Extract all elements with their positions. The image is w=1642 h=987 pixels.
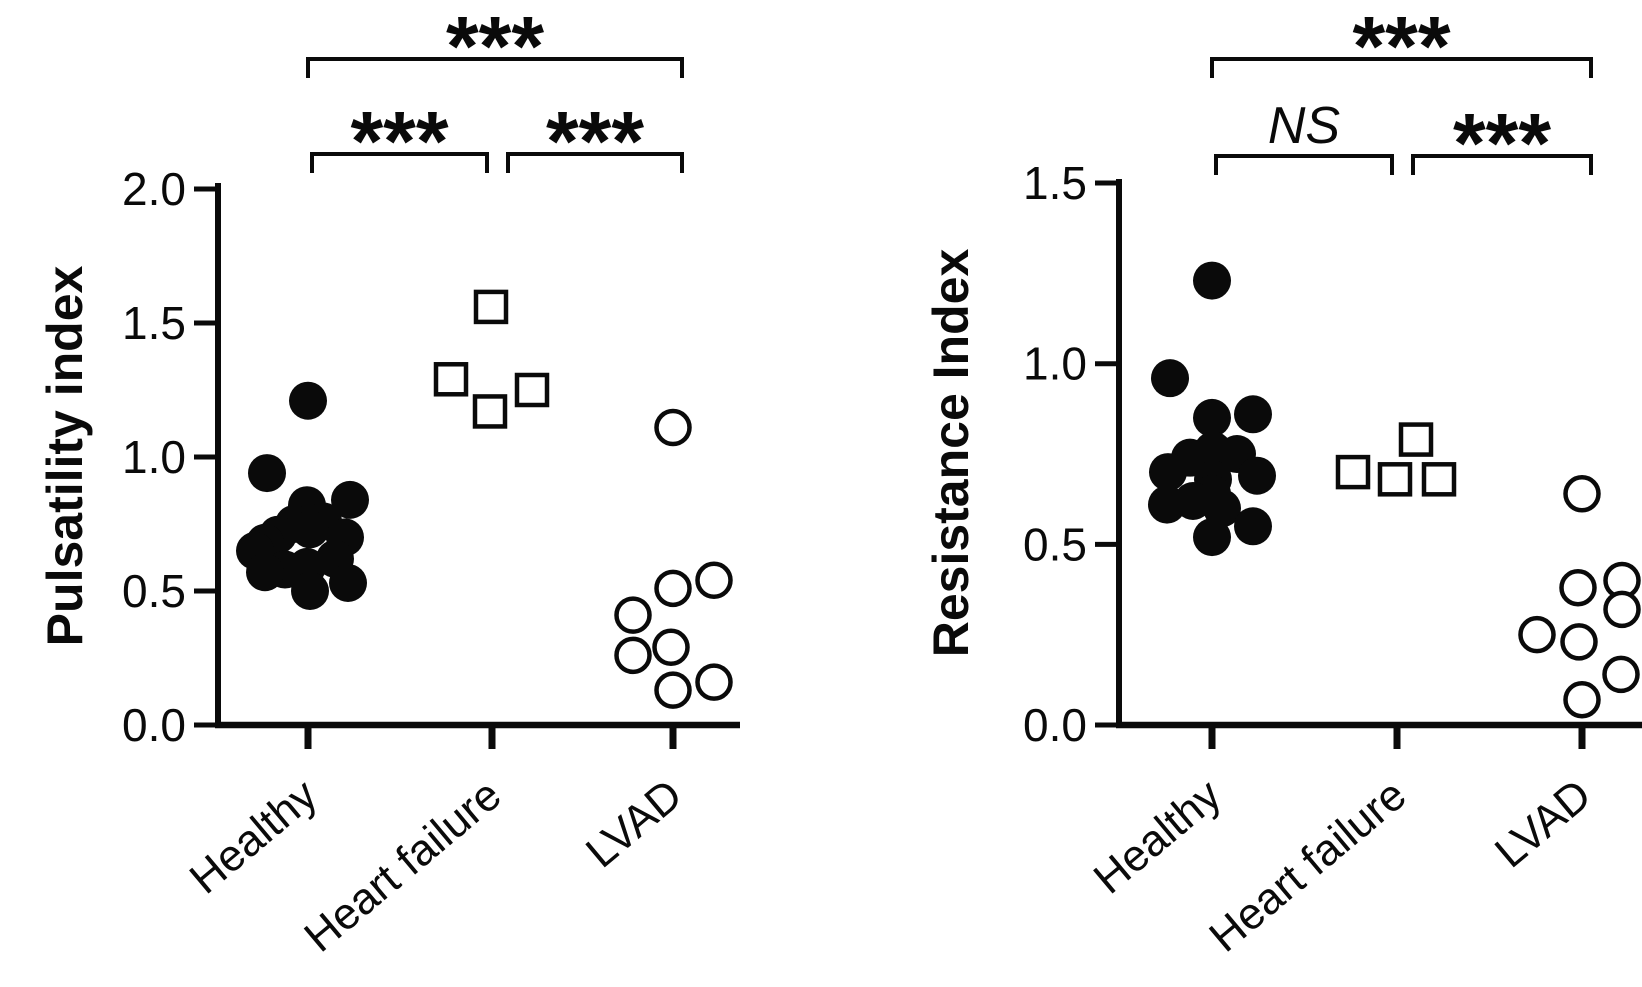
significance-bracket — [1214, 154, 1394, 175]
significance-label-stars: *** — [1453, 96, 1551, 190]
data-point-open-circle — [1603, 590, 1641, 629]
significance-label-stars: *** — [546, 94, 644, 188]
data-point-filled-circle — [331, 480, 369, 519]
data-point-filled-circle — [1203, 489, 1241, 528]
data-point-open-square — [472, 394, 508, 429]
category-label: LVAD — [577, 770, 692, 877]
data-point-open-square — [1421, 462, 1457, 497]
data-point-open-circle — [1518, 615, 1556, 654]
data-point-filled-circle — [329, 563, 367, 602]
data-point-open-square — [1377, 462, 1413, 497]
data-point-open-square — [1398, 422, 1434, 457]
data-point-filled-circle — [1193, 398, 1231, 437]
data-point-open-circle — [654, 569, 692, 608]
pulsatility-index-plot: Pulsatility index 0.0 0.5 1.0 1.5 2.0 Healthy… — [40, 16, 740, 962]
significance-label-stars: *** — [350, 94, 448, 188]
significance-label-stars: *** — [1352, 16, 1450, 93]
y-tick-label: 1.0 — [122, 431, 186, 483]
category-label: Heart failure — [1200, 770, 1415, 962]
significance-bracket — [310, 152, 489, 173]
data-point-filled-circle — [291, 510, 329, 549]
data-point-open-circle — [652, 628, 690, 667]
data-point-filled-circle — [1234, 507, 1272, 546]
y-tick-label: 2.0 — [122, 163, 186, 215]
data-point-open-square — [433, 362, 469, 397]
dot-plot-figure: Pulsatility index 0.0 0.5 1.0 1.5 2.0 Healthy… — [40, 16, 1642, 971]
data-point-open-square — [473, 289, 509, 325]
data-point-filled-circle — [248, 454, 286, 493]
y-tick-label: 1.5 — [1023, 157, 1087, 209]
data-point-open-circle — [614, 636, 652, 675]
y-axis-title: Pulsatility index — [40, 265, 93, 646]
data-point-filled-circle — [1238, 456, 1276, 495]
significance-label-stars: *** — [446, 16, 544, 93]
data-point-filled-circle — [1149, 453, 1187, 492]
y-tick-label: 1.5 — [122, 297, 186, 349]
category-label: Healthy — [1085, 770, 1231, 903]
data-point-open-circle — [614, 596, 652, 634]
data-point-open-circle — [1563, 475, 1601, 513]
data-point-filled-circle — [1151, 359, 1189, 398]
significance-label-ns: NS — [1268, 97, 1341, 155]
significance-bracket — [306, 57, 684, 78]
data-point-filled-circle — [1148, 485, 1186, 524]
data-point-open-circle — [654, 408, 692, 447]
category-label: Healthy — [181, 770, 327, 903]
significance-bracket — [1210, 57, 1593, 78]
category-label: LVAD — [1486, 770, 1601, 877]
y-tick-label: 0.0 — [122, 699, 186, 751]
data-point-open-circle — [654, 671, 692, 709]
y-tick-label: 0.0 — [1023, 699, 1087, 751]
data-point-filled-circle — [1193, 518, 1231, 557]
data-point-filled-circle — [1193, 261, 1231, 300]
data-point-open-square — [514, 372, 550, 408]
data-point-filled-circle — [246, 553, 284, 592]
data-point-filled-circle — [289, 381, 327, 420]
data-point-open-circle — [695, 561, 733, 600]
y-tick-label: 1.0 — [1023, 338, 1087, 390]
data-point-filled-circle — [291, 572, 329, 610]
data-point-open-circle — [1602, 655, 1640, 694]
y-axis-title: Resistance Index — [923, 249, 979, 658]
resistance-index-plot: Resistance Index 0.0 0.5 1.0 1.5 HealthyHear… — [923, 16, 1642, 962]
data-point-open-circle — [695, 663, 733, 701]
significance-bracket — [1411, 154, 1593, 175]
data-point-filled-circle — [1234, 395, 1272, 434]
data-point-open-square — [1335, 454, 1371, 490]
y-tick-label: 0.5 — [1023, 518, 1087, 570]
significance-bracket — [506, 152, 684, 173]
data-point-open-circle — [1560, 623, 1598, 661]
category-label: Heart failure — [295, 770, 510, 962]
data-point-open-circle — [1559, 568, 1597, 607]
data-point-open-circle — [1563, 680, 1601, 719]
y-tick-label: 0.5 — [122, 565, 186, 617]
